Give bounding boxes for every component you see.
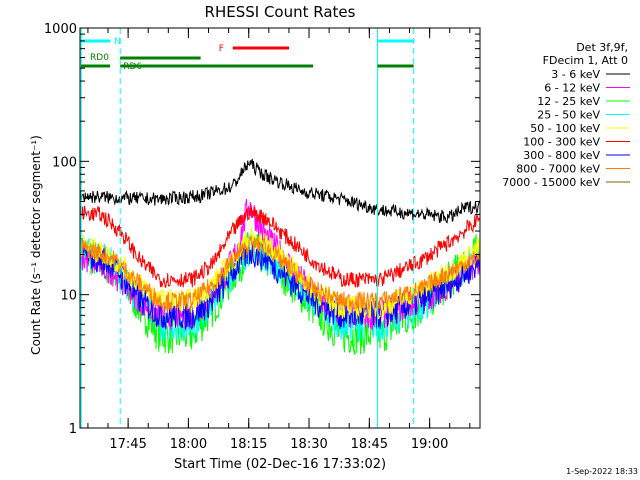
legend-label-2: 12 - 25 keV <box>537 95 600 108</box>
legend-label-1: 6 - 12 keV <box>544 82 600 95</box>
plot-area: N F RD0 RD6 1 10 100 1000 17:45 18:00 18:15 18:30 18… <box>44 22 481 452</box>
legend-label-7: 800 - 7000 keV <box>516 163 600 176</box>
y-tick-label-2: 100 <box>52 155 77 170</box>
footer-date: 1-Sep-2022 18:33 <box>566 467 638 476</box>
legend-header-0: Det 3f,9f, <box>576 41 628 54</box>
series-line-0 <box>79 158 481 224</box>
y-tick-label-0: 1 <box>69 422 77 437</box>
legend-label-4: 50 - 100 keV <box>530 122 600 135</box>
legend-label-8: 7000 - 15000 keV <box>502 176 600 189</box>
y-tick-label-3: 1000 <box>44 22 77 37</box>
x-tick-label-0: 17:45 <box>109 437 146 452</box>
legend-label-6: 300 - 800 keV <box>523 149 600 162</box>
y-tick-label-1: 10 <box>60 289 77 304</box>
x-tick-label-4: 18:45 <box>351 437 388 452</box>
bar-label-rd0: RD0 <box>90 53 109 63</box>
legend-label-0: 3 - 6 keV <box>551 68 600 81</box>
plot-frame <box>79 27 481 429</box>
legend-label-3: 25 - 50 keV <box>537 109 600 122</box>
legend-header-1: FDecim 1, Att 0 <box>543 54 628 67</box>
x-tick-label-2: 18:15 <box>230 437 267 452</box>
x-axis-label: Start Time (02-Dec-16 17:33:02) <box>174 457 386 472</box>
legend-label-5: 100 - 300 keV <box>523 136 600 149</box>
x-tick-label-1: 18:00 <box>170 437 207 452</box>
y-axis-label: Count Rate (s⁻¹ detector segment⁻¹) <box>29 135 43 355</box>
x-tick-label-5: 19:00 <box>411 437 448 452</box>
x-tick-label-3: 18:30 <box>290 437 327 452</box>
chart-title: RHESSI Count Rates <box>205 3 356 21</box>
bar-label-f: F <box>219 44 224 54</box>
bar-label-rd6: RD6 <box>123 62 142 72</box>
bar-label-n: N <box>114 37 121 47</box>
